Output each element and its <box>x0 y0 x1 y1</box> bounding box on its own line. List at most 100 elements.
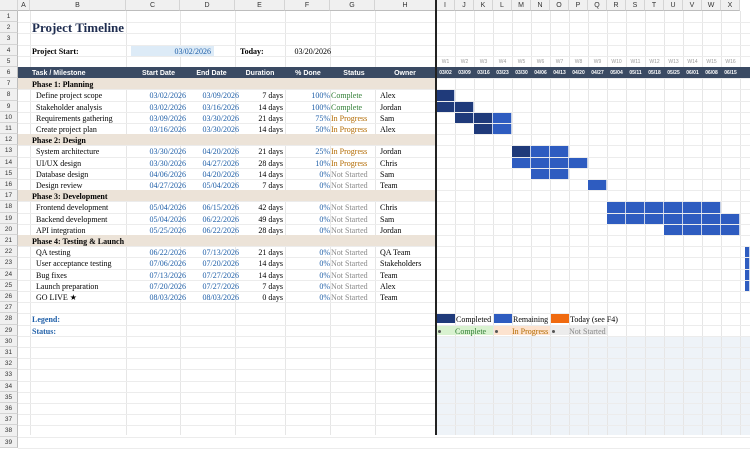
row-header[interactable]: 25 <box>0 279 18 291</box>
task-start: 07/06/2026 <box>149 259 186 269</box>
column-header-f[interactable]: F <box>285 0 330 11</box>
column-header-a[interactable]: A <box>18 0 30 11</box>
task-owner: Alex <box>380 281 396 291</box>
week-date: 05/25 <box>667 70 680 76</box>
row-header[interactable]: 26 <box>0 291 18 303</box>
gantt-bar-cell <box>664 202 683 213</box>
row-header[interactable]: 20 <box>0 223 18 235</box>
column-header-n[interactable]: N <box>531 0 550 11</box>
status-dot-icon <box>552 329 555 333</box>
row-header[interactable]: 5 <box>0 55 18 67</box>
column-header-b[interactable]: B <box>30 0 126 11</box>
row-header[interactable]: 15 <box>0 167 18 179</box>
legend-today: Today (see F4) <box>570 315 618 325</box>
row-header[interactable]: 28 <box>0 313 18 325</box>
row-header[interactable]: 16 <box>0 179 18 191</box>
status-label: Status: <box>32 326 57 336</box>
row-header[interactable]: 31 <box>0 347 18 359</box>
column-header-e[interactable]: E <box>235 0 285 11</box>
row-header[interactable]: 7 <box>0 78 18 90</box>
column-header-t[interactable]: T <box>645 0 664 11</box>
row-header[interactable]: 36 <box>0 403 18 415</box>
row-header[interactable]: 11 <box>0 123 18 135</box>
freeze-pane-divider[interactable] <box>435 0 437 435</box>
task-status: In Progress <box>331 158 368 168</box>
column-header-l[interactable]: L <box>493 0 512 11</box>
row-header[interactable]: 17 <box>0 190 18 202</box>
row-header[interactable]: 3 <box>0 33 18 45</box>
column-header-i[interactable]: I <box>436 0 455 11</box>
row-header[interactable]: 4 <box>0 44 18 56</box>
column-header-u[interactable]: U <box>664 0 683 11</box>
task-owner: Team <box>380 293 398 302</box>
row-header[interactable]: 27 <box>0 302 18 314</box>
task-end: 03/16/2026 <box>202 102 239 112</box>
row-header[interactable]: 30 <box>0 335 18 347</box>
gantt-bar-cell <box>550 168 569 179</box>
row-header[interactable]: 22 <box>0 246 18 258</box>
task-duration: 14 days <box>258 169 283 179</box>
column-header-s[interactable]: S <box>626 0 645 11</box>
week-label: W4 <box>498 58 507 65</box>
row-header[interactable]: 2 <box>0 22 18 34</box>
task-start: 03/09/2026 <box>149 113 186 123</box>
grid-row-line <box>18 291 750 292</box>
row-header[interactable]: 39 <box>0 436 18 448</box>
column-header-q[interactable]: Q <box>588 0 607 11</box>
task-owner: QA Team <box>380 248 411 258</box>
task-owner: Chris <box>380 158 398 168</box>
column-header-c[interactable]: C <box>126 0 180 11</box>
row-header[interactable]: 35 <box>0 391 18 403</box>
phase-title: Phase 3: Development <box>32 192 108 202</box>
column-header-w[interactable]: W <box>702 0 721 11</box>
column-header-r[interactable]: R <box>607 0 626 11</box>
column-header-x[interactable]: X <box>721 0 740 11</box>
gantt-bar-cell <box>569 157 588 168</box>
column-header-o[interactable]: O <box>550 0 569 11</box>
gantt-bar-cell <box>436 101 455 112</box>
column-header-g[interactable]: G <box>330 0 375 11</box>
task-duration: 0 days <box>262 293 283 302</box>
row-header[interactable]: 23 <box>0 257 18 269</box>
week-date: 06/15 <box>724 70 737 76</box>
row-header[interactable]: 18 <box>0 201 18 213</box>
row-header[interactable]: 24 <box>0 268 18 280</box>
column-header-d[interactable]: D <box>180 0 235 11</box>
row-header[interactable]: 19 <box>0 212 18 224</box>
column-header-m[interactable]: M <box>512 0 531 11</box>
task-name: Design review <box>36 181 83 190</box>
row-header[interactable]: 21 <box>0 235 18 247</box>
table-header-3: Duration <box>245 70 275 77</box>
row-header[interactable]: 14 <box>0 156 18 168</box>
row-header[interactable]: 12 <box>0 134 18 146</box>
week-label: W8 <box>574 58 583 65</box>
row-header[interactable]: 1 <box>0 11 18 23</box>
row-header[interactable]: 10 <box>0 111 18 123</box>
grid-col-line <box>740 11 741 435</box>
project-start-input-bg[interactable] <box>131 45 214 56</box>
row-header[interactable]: 9 <box>0 100 18 112</box>
task-end: 05/04/2026 <box>202 181 239 190</box>
gantt-bar-overflow <box>745 258 750 269</box>
row-header[interactable]: 33 <box>0 369 18 381</box>
week-date: 05/11 <box>629 70 642 76</box>
row-header[interactable]: 34 <box>0 380 18 392</box>
row-header[interactable]: 6 <box>0 67 18 79</box>
row-header[interactable]: 37 <box>0 414 18 426</box>
row-header[interactable]: 29 <box>0 324 18 336</box>
column-header-j[interactable]: J <box>455 0 474 11</box>
row-header[interactable]: 8 <box>0 89 18 101</box>
gantt-bar-cell <box>626 213 645 224</box>
select-all-corner[interactable] <box>0 0 18 11</box>
gantt-bar-cell <box>474 124 493 135</box>
grid-row-line <box>18 100 750 102</box>
column-header-p[interactable]: P <box>569 0 588 11</box>
column-header-k[interactable]: K <box>474 0 493 11</box>
legend-completed: Completed <box>456 315 492 325</box>
row-header[interactable]: 32 <box>0 358 18 370</box>
column-header-v[interactable]: V <box>683 0 702 11</box>
column-header-h[interactable]: H <box>375 0 436 11</box>
task-owner: Sam <box>380 113 395 123</box>
row-header[interactable]: 13 <box>0 145 18 157</box>
